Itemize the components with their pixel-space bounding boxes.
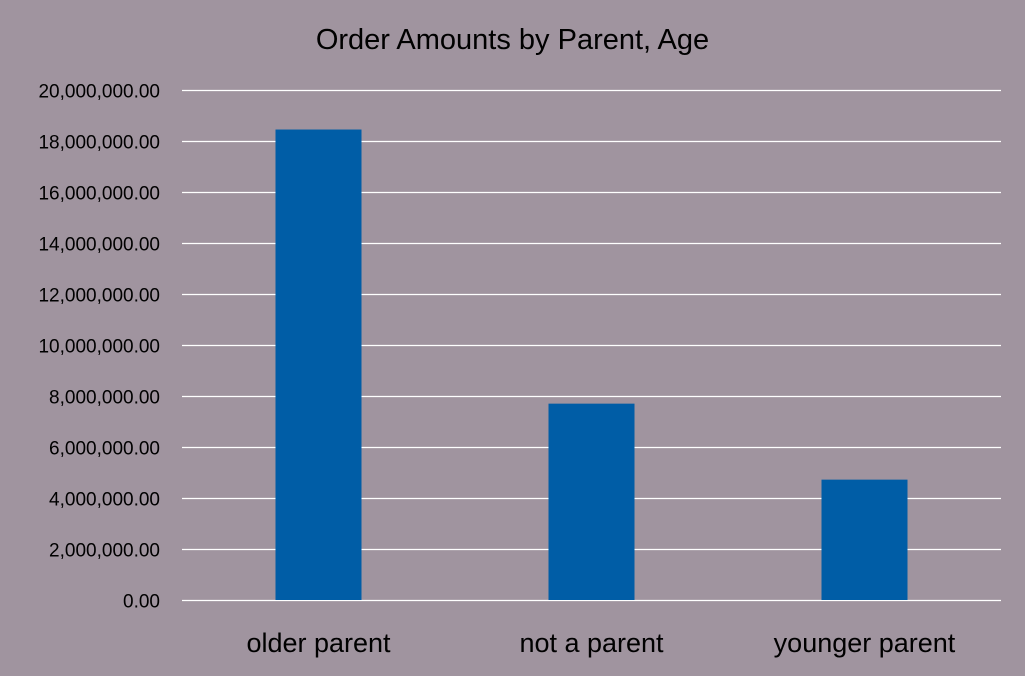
y-tick-label: 14,000,000.00 <box>38 235 160 256</box>
y-tick-label: 2,000,000.00 <box>49 541 160 562</box>
bars <box>275 129 908 600</box>
x-tick-label: older parent <box>246 628 391 658</box>
y-tick-label: 8,000,000.00 <box>49 388 160 409</box>
y-axis-ticks: 0.00 2,000,000.00 4,000,000.00 6,000,000.00… <box>38 82 160 613</box>
y-tick-label: 18,000,000.00 <box>38 133 160 154</box>
bar-not-a-parent <box>548 403 635 600</box>
y-tick-label: 12,000,000.00 <box>38 286 160 307</box>
y-tick-label: 0.00 <box>123 592 160 613</box>
y-tick-label: 16,000,000.00 <box>38 184 160 205</box>
bar-younger-parent <box>821 479 908 600</box>
bar-older-parent <box>275 129 362 600</box>
y-tick-label: 10,000,000.00 <box>38 337 160 358</box>
chart-title: Order Amounts by Parent, Age <box>315 24 710 56</box>
x-tick-label: younger parent <box>774 628 956 658</box>
y-tick-label: 6,000,000.00 <box>49 439 160 460</box>
x-axis-ticks: older parent not a parent younger parent <box>246 628 955 658</box>
x-tick-label: not a parent <box>519 628 664 658</box>
y-tick-label: 4,000,000.00 <box>49 490 160 511</box>
y-tick-label: 20,000,000.00 <box>38 82 160 103</box>
